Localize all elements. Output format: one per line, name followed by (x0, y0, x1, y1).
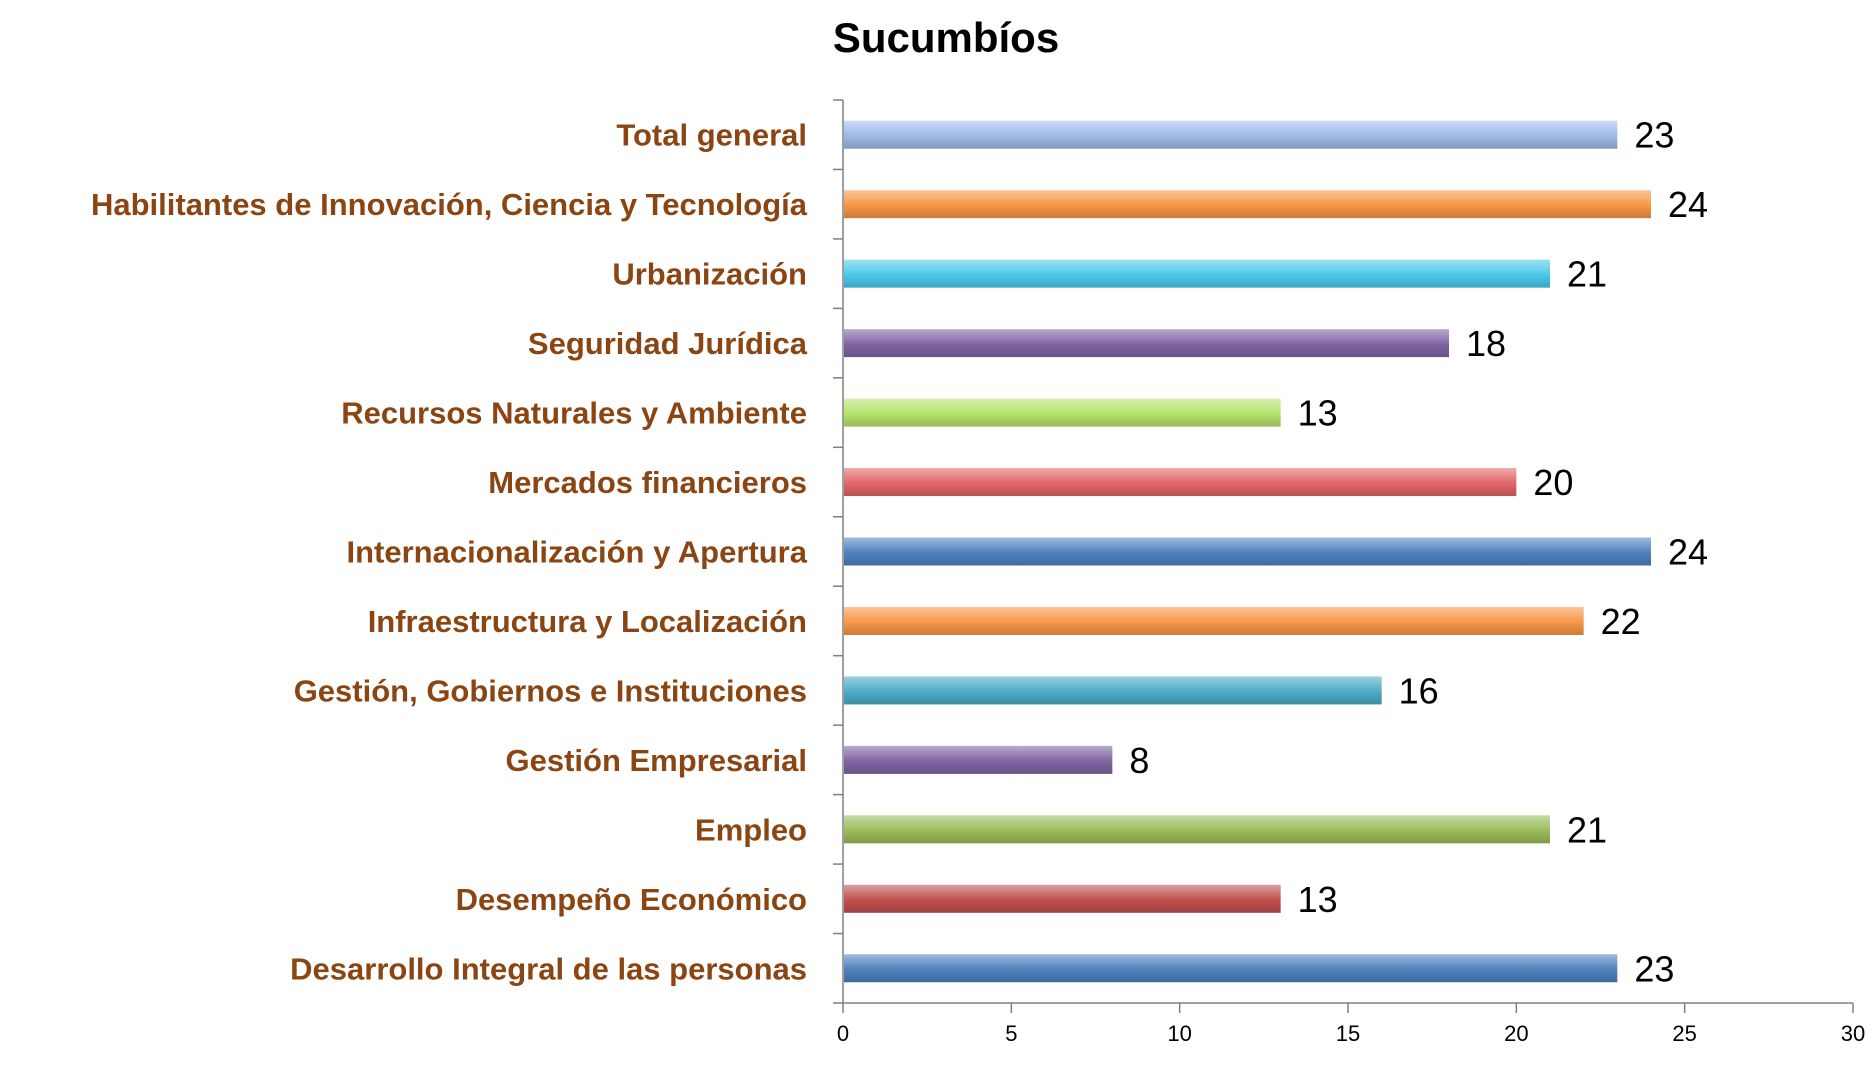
bar (844, 329, 1449, 358)
value-label: 20 (1533, 462, 1573, 503)
bar (844, 190, 1651, 219)
bar (844, 259, 1550, 288)
x-tick-label: 30 (1841, 1021, 1865, 1046)
x-tick-label: 15 (1336, 1021, 1360, 1046)
bar (844, 606, 1584, 635)
category-label: Seguridad Jurídica (528, 326, 808, 361)
bar (844, 398, 1281, 427)
category-label: Infraestructura y Localización (368, 604, 807, 639)
category-label: Recursos Naturales y Ambiente (341, 396, 807, 431)
chart-title: Sucumbíos (833, 14, 1059, 61)
category-label: Internacionalización y Apertura (346, 535, 807, 570)
x-tick-label: 0 (837, 1021, 849, 1046)
category-label: Empleo (695, 812, 807, 847)
bar (844, 120, 1618, 149)
value-label: 22 (1601, 601, 1641, 642)
category-label: Gestión Empresarial (505, 743, 807, 778)
category-label: Desarrollo Integral de las personas (290, 951, 807, 986)
bar (844, 815, 1550, 844)
value-label: 13 (1298, 879, 1338, 920)
bar (844, 954, 1618, 983)
bar (844, 537, 1651, 566)
category-label: Mercados financieros (488, 465, 807, 500)
x-tick-label: 5 (1005, 1021, 1017, 1046)
value-label: 21 (1567, 254, 1607, 295)
x-tick-label: 20 (1504, 1021, 1528, 1046)
category-label: Habilitantes de Innovación, Ciencia y Te… (91, 187, 808, 222)
value-label: 16 (1399, 670, 1439, 711)
value-label: 21 (1567, 809, 1607, 850)
bar (844, 468, 1517, 497)
category-label: Urbanización (612, 257, 807, 292)
value-label: 23 (1634, 948, 1674, 989)
bar (844, 676, 1382, 705)
x-tick-label: 25 (1672, 1021, 1696, 1046)
bar (844, 884, 1281, 913)
category-label: Gestión, Gobiernos e Instituciones (294, 673, 807, 708)
category-label: Desempeño Económico (456, 882, 807, 917)
value-label: 24 (1668, 532, 1708, 573)
value-label: 18 (1466, 323, 1506, 364)
axes-group: 0 5 10 15 20 25 30 (833, 99, 1865, 1046)
value-label: 13 (1298, 393, 1338, 434)
value-label: 24 (1668, 184, 1708, 225)
bar (844, 745, 1113, 774)
x-tick-label: 10 (1167, 1021, 1191, 1046)
bars-group: Total general 23 Habilitantes de Innovació… (91, 115, 1708, 990)
value-label: 8 (1129, 740, 1149, 781)
value-label: 23 (1634, 115, 1674, 156)
category-label: Total general (616, 118, 807, 153)
